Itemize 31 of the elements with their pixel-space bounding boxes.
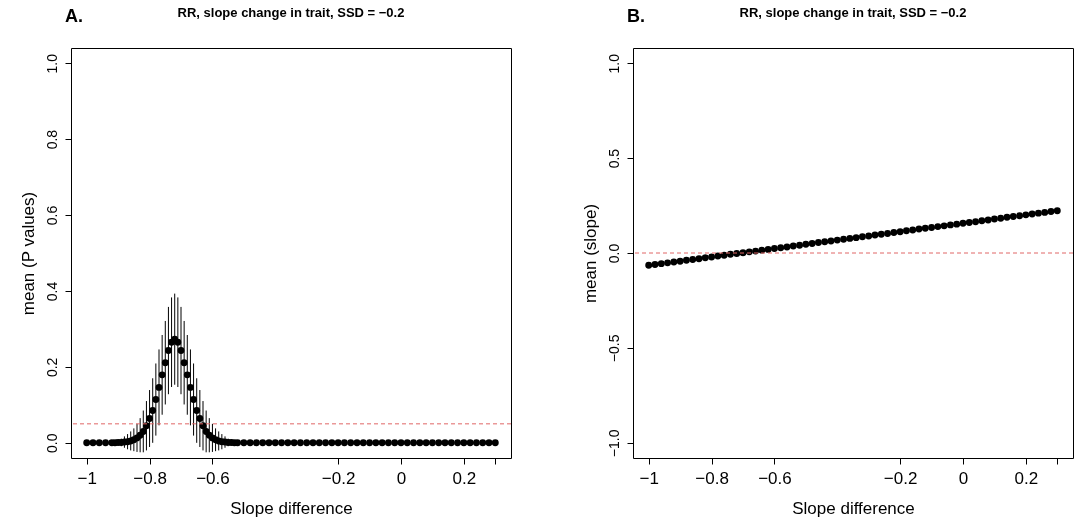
- x-tick-label: −0.8: [133, 468, 167, 488]
- text: A.: [65, 6, 83, 26]
- y-tick-label: 0.0: [43, 433, 60, 454]
- y-tick-label: 0.8: [43, 129, 60, 150]
- y-tick-label: 0.6: [43, 205, 60, 226]
- x-tick-label: −0.6: [758, 468, 792, 488]
- x-tick-label: −0.2: [883, 468, 918, 488]
- y-tick-label: 1.0: [605, 53, 622, 74]
- chart-title: RR, slope change in trait, SSD = −0.2: [739, 5, 967, 20]
- x-tick-label: 0: [396, 468, 407, 488]
- y-tick-label: 0.2: [43, 357, 60, 378]
- y-tick-label: 0.5: [605, 148, 622, 169]
- y-tick-label: −0.5: [605, 334, 622, 363]
- x-tick-label: 0: [958, 468, 969, 488]
- x-tick-label: −0.2: [321, 468, 356, 488]
- x-tick-label: −1: [639, 468, 659, 488]
- x-tick-label: −0.8: [695, 468, 729, 488]
- text: B.: [627, 6, 645, 26]
- y-tick-label: −1.0: [605, 429, 622, 458]
- x-axis-title: Slope difference: [230, 498, 353, 518]
- x-tick-label: 0.2: [1014, 468, 1039, 488]
- chart-title: RR, slope change in trait, SSD = −0.2: [177, 5, 405, 20]
- x-tick-label: 0.2: [452, 468, 477, 488]
- x-axis-title: Slope difference: [792, 498, 915, 518]
- y-tick-label: 1.0: [43, 53, 60, 74]
- y-axis-title: mean (slope): [580, 203, 600, 304]
- x-tick-label: −1: [77, 468, 97, 488]
- y-tick-label: 0.4: [43, 281, 60, 302]
- y-tick-label: 0.0: [605, 243, 622, 264]
- y-axis-title: mean (P values): [18, 191, 38, 316]
- x-tick-label: −0.6: [196, 468, 230, 488]
